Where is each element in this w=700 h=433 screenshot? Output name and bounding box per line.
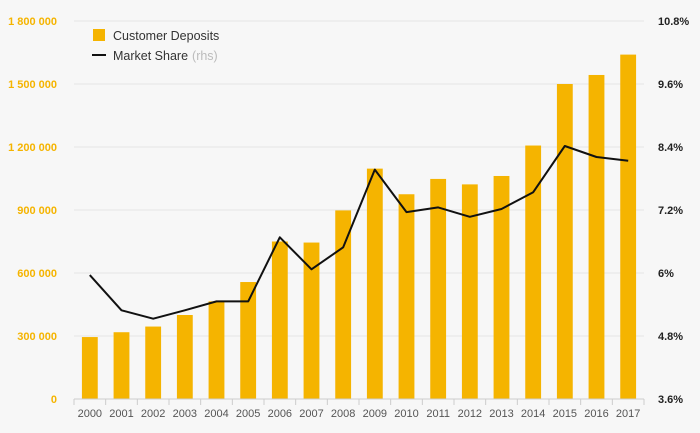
x-tick-label: 2001 — [109, 408, 133, 420]
bar-customer-deposits — [303, 242, 320, 399]
legend-swatch-customer-deposits — [93, 29, 105, 41]
x-tick-label: 2002 — [141, 408, 165, 420]
bar-customer-deposits — [493, 175, 510, 399]
line-market-share — [89, 145, 629, 320]
bar-customer-deposits — [556, 84, 573, 399]
x-tick-label: 2017 — [616, 408, 640, 420]
x-tick-label: 2008 — [331, 408, 355, 420]
x-tick-label: 2010 — [394, 408, 418, 420]
x-tick-label: 2013 — [489, 408, 513, 420]
bar-customer-deposits — [461, 184, 478, 399]
x-tick-label: 2012 — [458, 408, 482, 420]
y-right-tick-label: 8.4% — [658, 142, 683, 154]
y-right-tick-label: 6% — [658, 268, 674, 280]
y-left-tick-label: 1 500 000 — [8, 79, 57, 91]
x-tick-label: 2000 — [78, 408, 102, 420]
bar-customer-deposits — [113, 332, 130, 399]
x-tick-label: 2014 — [521, 408, 545, 420]
legend-note-rhs: (rhs) — [192, 49, 218, 63]
x-tick-label: 2011 — [426, 408, 450, 420]
bar-customer-deposits — [430, 178, 447, 399]
bar-customer-deposits — [398, 194, 415, 399]
y-right-tick-label: 7.2% — [658, 205, 683, 217]
y-left-tick-label: 1 200 000 — [8, 142, 57, 154]
bar-customer-deposits — [208, 301, 225, 399]
x-tick-label: 2004 — [204, 408, 228, 420]
y-left-tick-label: 0 — [51, 394, 57, 406]
bar-customer-deposits — [145, 326, 162, 399]
y-left-tick-label: 300 000 — [17, 331, 57, 343]
x-tick-label: 2003 — [173, 408, 197, 420]
bar-customer-deposits — [588, 74, 605, 399]
y-left-tick-label: 600 000 — [17, 268, 57, 280]
x-tick-label: 2006 — [268, 408, 292, 420]
bar-customer-deposits — [176, 315, 193, 399]
x-tick-label: 2016 — [584, 408, 608, 420]
y-left-tick-label: 900 000 — [17, 205, 57, 217]
x-tick-label: 2009 — [363, 408, 387, 420]
bar-customer-deposits — [271, 241, 288, 399]
bar-customer-deposits — [335, 210, 352, 399]
bar-customer-deposits — [81, 337, 98, 399]
y-right-tick-label: 10.8% — [658, 16, 689, 28]
legend-label-customer-deposits: Customer Deposits — [113, 29, 219, 43]
bar-customer-deposits — [620, 54, 637, 399]
y-right-tick-label: 3.6% — [658, 394, 683, 406]
y-right-tick-label: 4.8% — [658, 331, 683, 343]
x-tick-label: 2005 — [236, 408, 260, 420]
bar-customer-deposits — [525, 145, 542, 399]
legend-label-market-share: Market Share — [113, 49, 188, 63]
y-left-tick-label: 1 800 000 — [8, 16, 57, 28]
bar-customer-deposits — [366, 168, 383, 399]
y-right-tick-label: 9.6% — [658, 79, 683, 91]
x-tick-label: 2015 — [553, 408, 577, 420]
x-tick-label: 2007 — [299, 408, 323, 420]
bar-customer-deposits — [240, 282, 257, 399]
